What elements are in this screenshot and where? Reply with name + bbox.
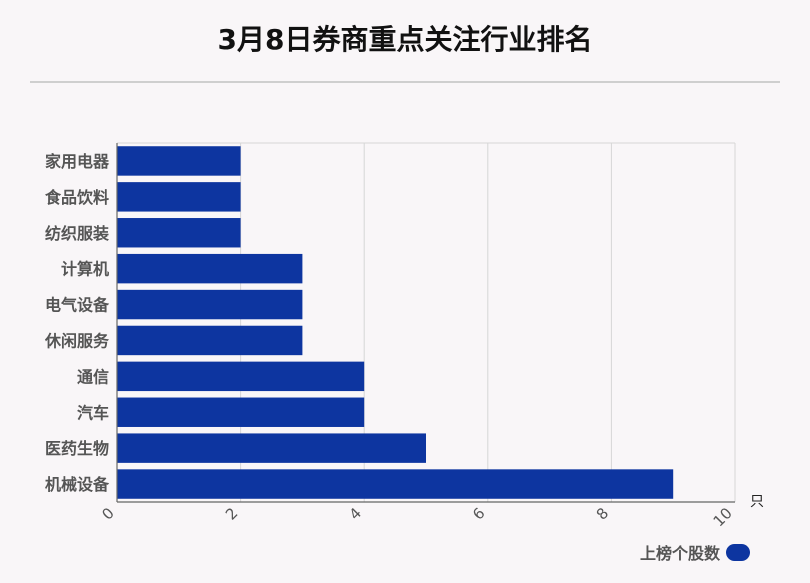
legend-label: 上榜个股数	[640, 544, 721, 563]
category-label: 食品饮料	[44, 188, 109, 207]
category-label: 纺织服装	[45, 224, 109, 243]
category-label: 休闲服务	[44, 331, 110, 350]
bar[interactable]	[117, 289, 303, 320]
bar[interactable]	[117, 433, 426, 463]
category-label: 家用电器	[45, 152, 110, 171]
x-tick-label: 2	[222, 504, 241, 523]
bar[interactable]	[117, 397, 365, 427]
bar[interactable]	[117, 182, 241, 212]
x-tick-label: 0	[98, 504, 117, 523]
legend-swatch	[726, 543, 751, 561]
x-unit-label: 只	[750, 494, 764, 510]
x-tick-label: 4	[346, 504, 365, 523]
bar[interactable]	[117, 146, 241, 176]
category-label: 电气设备	[45, 296, 110, 315]
x-tick-label: 8	[593, 504, 612, 523]
x-tick-labels: 0 2 4 6 8 10 只	[98, 494, 764, 530]
category-label: 机械设备	[45, 475, 110, 494]
category-label: 通信	[77, 367, 109, 386]
bar[interactable]	[117, 218, 241, 248]
legend[interactable]: 上榜个股数	[640, 540, 751, 564]
category-label: 计算机	[61, 260, 109, 279]
x-tick-label: 10	[710, 504, 736, 530]
title-divider	[30, 81, 780, 83]
bar[interactable]	[117, 253, 303, 284]
bar[interactable]	[117, 325, 303, 356]
x-tick-label: 6	[469, 504, 488, 523]
category-label: 汽车	[77, 403, 109, 422]
category-label: 医药生物	[45, 439, 109, 458]
bar[interactable]	[117, 361, 365, 392]
bar[interactable]	[117, 469, 674, 499]
axes	[116, 143, 735, 503]
chart-title: 3月8日券商重点关注行业排名	[217, 23, 593, 56]
bars	[117, 146, 674, 499]
